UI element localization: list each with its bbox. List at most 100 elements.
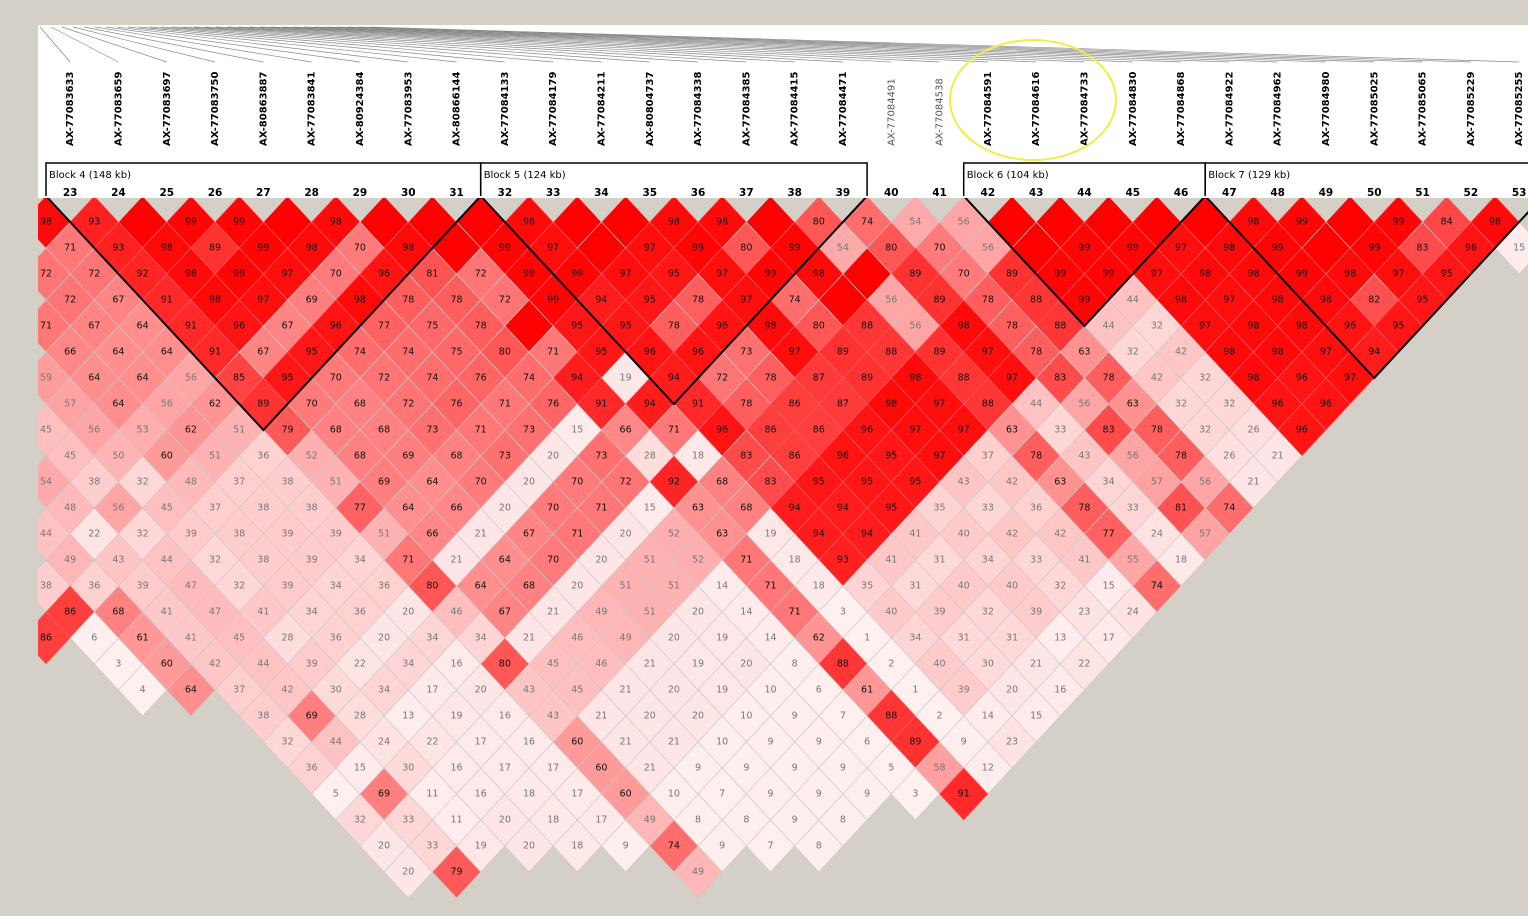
ld-value: 98 [1272, 347, 1284, 358]
ld-value: 66 [426, 529, 438, 540]
block-triangle [964, 198, 1205, 328]
marker-number: 44 [1077, 187, 1092, 199]
ld-value: 14 [740, 607, 752, 618]
marker-name: AX-77084415 [790, 72, 801, 146]
marker-number: 47 [1222, 187, 1237, 199]
marker-name: AX-77084962 [1273, 72, 1284, 146]
ld-value: 83 [1103, 425, 1115, 436]
ld-value: 99 [499, 243, 511, 254]
ld-value: 97 [1006, 373, 1018, 384]
marker-name: AX-77083841 [307, 72, 318, 146]
ld-value: 98 [1344, 269, 1356, 280]
ld-value: 45 [233, 633, 245, 644]
ld-value: 94 [837, 503, 849, 514]
ld-value: 19 [620, 373, 632, 384]
ld-value: 42 [1175, 347, 1187, 358]
marker-name: AX-77084980 [1321, 72, 1332, 146]
ld-value: 68 [378, 425, 390, 436]
ld-value: 86 [789, 451, 801, 462]
ld-value: 12 [982, 763, 994, 774]
ld-value: 97 [620, 269, 632, 280]
ld-value: 78 [451, 295, 463, 306]
ld-value: 30 [982, 659, 994, 670]
block-label: Block 7 (129 kb) [1208, 170, 1290, 181]
ld-value: 97 [1320, 347, 1332, 358]
ld-value: 87 [837, 399, 849, 410]
ld-value: 34 [426, 633, 438, 644]
ld-value: 77 [378, 321, 390, 332]
ld-value: 37 [233, 685, 245, 696]
marker-links [39, 26, 1520, 63]
ld-value: 34 [982, 555, 994, 566]
ld-value: 56 [1078, 399, 1090, 410]
marker-name: AX-77084538 [935, 78, 946, 146]
ld-value: 32 [1175, 399, 1187, 410]
ld-value: 96 [716, 425, 728, 436]
ld-value: 60 [595, 763, 607, 774]
ld-value: 15 [1103, 581, 1115, 592]
ld-value: 71 [499, 399, 511, 410]
marker-link [182, 26, 699, 63]
ld-value: 70 [547, 503, 559, 514]
ld-value: 15 [644, 503, 656, 514]
ld-value: 98 [185, 269, 197, 280]
ld-value: 99 [1078, 295, 1090, 306]
ld-value: 93 [112, 243, 124, 254]
marker-number: 52 [1464, 187, 1479, 199]
ld-value: 44 [1030, 399, 1042, 410]
ld-value: 60 [161, 451, 173, 462]
ld-value: 93 [837, 555, 849, 566]
ld-value: 49 [595, 607, 607, 618]
ld-value: 98 [354, 295, 366, 306]
ld-value: 99 [1127, 243, 1139, 254]
ld-value: 49 [620, 633, 632, 644]
block-triangle [46, 198, 481, 432]
ld-value: 71 [571, 529, 583, 540]
marker-name: AX-77084830 [1128, 72, 1139, 146]
ld-value: 36 [88, 581, 100, 592]
ld-value: 56 [1127, 451, 1139, 462]
ld-cell [504, 819, 554, 873]
ld-value: 98 [716, 217, 728, 228]
ld-value: 34 [306, 607, 318, 618]
ld-value: 98 [161, 243, 173, 254]
ld-value: 56 [958, 217, 970, 228]
ld-value: 35 [861, 581, 873, 592]
marker-number: 27 [256, 187, 271, 199]
ld-value: 51 [644, 607, 656, 618]
ld-value: 34 [378, 685, 390, 696]
ld-value: 6 [816, 685, 822, 696]
ld-value: 89 [909, 269, 921, 280]
ld-value: 22 [88, 529, 100, 540]
marker-name: AX-77084133 [500, 72, 511, 146]
ld-value: 69 [378, 789, 390, 800]
ld-value: 36 [1030, 503, 1042, 514]
ld-value: 71 [668, 425, 680, 436]
ld-value: 32 [137, 477, 149, 488]
marker-link [171, 26, 650, 63]
ld-value: 99 [1078, 243, 1090, 254]
ld-value: 41 [885, 555, 897, 566]
ld-value: 97 [1223, 295, 1235, 306]
ld-value: 20 [740, 659, 752, 670]
marker-number: 39 [836, 187, 851, 199]
marker-name: AX-77085025 [1369, 72, 1380, 146]
ld-value: 63 [1054, 477, 1066, 488]
ld-value: 39 [281, 581, 293, 592]
block-label: Block 5 (124 kb) [484, 170, 566, 181]
ld-value: 50 [112, 451, 124, 462]
ld-value: 98 [1223, 347, 1235, 358]
marker-link [325, 26, 1326, 63]
ld-value: 38 [257, 503, 269, 514]
ld-value: 72 [475, 269, 487, 280]
ld-value: 96 [1296, 373, 1308, 384]
ld-value: 63 [1006, 425, 1018, 436]
ld-value: 34 [354, 555, 366, 566]
ld-value: 89 [934, 295, 946, 306]
ld-value: 42 [1054, 529, 1066, 540]
ld-value: 64 [137, 321, 149, 332]
ld-value: 78 [1078, 503, 1090, 514]
ld-value: 33 [1127, 503, 1139, 514]
ld-value: 96 [692, 347, 704, 358]
